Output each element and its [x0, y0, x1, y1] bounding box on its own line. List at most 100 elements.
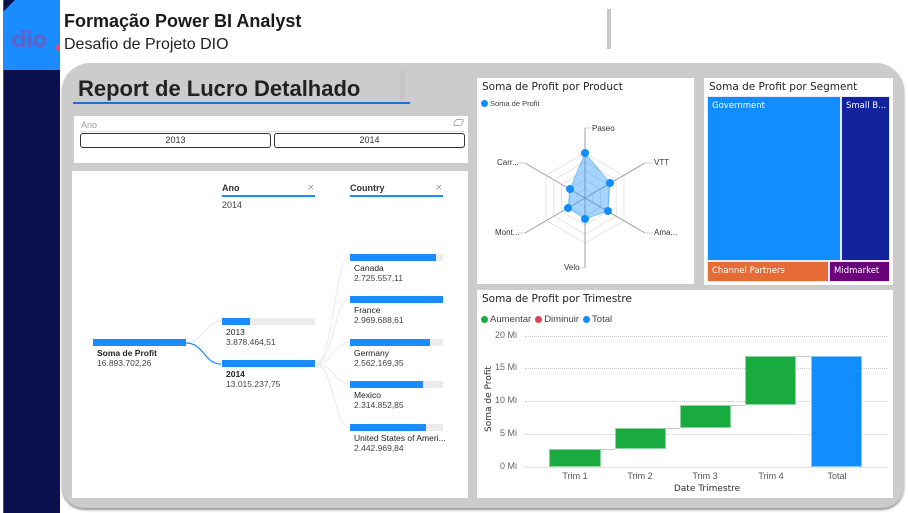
radar-legend: Soma de Profit — [481, 99, 540, 108]
node-value: 2.969.688,61 — [354, 315, 404, 325]
legend-label: Diminuir — [544, 314, 580, 325]
treemap-title: Soma de Profit por Segment — [709, 81, 858, 93]
node-bar — [222, 318, 250, 325]
tree-node-2014[interactable] — [222, 360, 315, 367]
tree-node-france[interactable] — [350, 296, 443, 303]
node-label: 2014 — [226, 369, 245, 379]
gridline — [525, 401, 887, 402]
node-bar — [350, 296, 443, 303]
radar-plot — [517, 127, 653, 269]
logo-text: dio — [11, 28, 47, 53]
legend-label: Total — [592, 314, 613, 325]
y-tick: 0 Mi — [499, 461, 517, 471]
tree-node-2013[interactable] — [222, 318, 315, 325]
year-slicer: Ano 2013 2014 — [74, 116, 468, 163]
connector-line — [601, 449, 615, 450]
level-selected-ano: 2014 — [222, 200, 243, 210]
slicer-divider — [80, 131, 464, 132]
waterfall-bar-trim1[interactable] — [549, 449, 601, 467]
waterfall-bar-trim2[interactable] — [615, 428, 666, 449]
node-label: 2013 — [226, 327, 245, 337]
waterfall-bar-trim4[interactable] — [745, 356, 796, 405]
radar-axis-label: Ama... — [654, 228, 678, 237]
waterfall-title: Soma de Profit por Trimestre — [482, 293, 632, 305]
gridline — [525, 467, 887, 468]
legend-dot-icon — [583, 316, 591, 323]
radar-axis-label: VTT — [654, 158, 670, 167]
clear-selection-icon[interactable] — [452, 119, 465, 126]
y-tick: 20 Mi — [494, 330, 517, 340]
tree-node-united-states[interactable] — [350, 424, 443, 431]
remove-level-country-icon[interactable]: × — [435, 183, 443, 193]
treemap-cell-government[interactable]: Government — [707, 96, 841, 261]
slicer-option-2013[interactable]: 2013 — [80, 133, 271, 148]
radar-axis-label: Paseo — [592, 124, 615, 133]
node-bar — [350, 381, 423, 388]
radar-chart-card[interactable]: Soma de Profit por Product Soma de Profi… — [477, 78, 694, 284]
tree-node-mexico[interactable] — [350, 381, 443, 388]
waterfall-legend: Aumentar Diminuir Total — [481, 314, 616, 325]
y-tick: 10 Mi — [494, 395, 517, 405]
node-bar — [350, 254, 436, 261]
node-value: 13.015.237,75 — [226, 379, 281, 389]
radar-axis-label: Mont... — [495, 228, 520, 237]
radar-chart-title: Soma de Profit por Product — [482, 81, 623, 93]
level-underline-country — [350, 195, 443, 197]
waterfall-chart-card[interactable]: Soma de Profit por Trimestre Aumentar Di… — [477, 290, 893, 498]
gridline — [525, 434, 887, 435]
node-value: 2.725.557,11 — [354, 273, 403, 283]
x-tick: Trim 4 — [758, 471, 784, 481]
root-node-value: 16.893.702,26 — [97, 358, 152, 368]
radar-axis-label: Carr... — [497, 158, 519, 167]
node-value: 2.442.969,84 — [354, 443, 404, 453]
node-value: 2.314.852,85 — [354, 400, 404, 410]
legend-dot-icon — [481, 100, 488, 107]
node-bar — [222, 360, 315, 367]
treemap-cell-small-business[interactable]: Small B... — [841, 96, 890, 261]
legend-item-aumentar[interactable]: Aumentar — [481, 314, 531, 325]
level-header-ano: Ano — [222, 183, 240, 193]
tree-node-canada[interactable] — [350, 254, 443, 261]
legend-label: Aumentar — [490, 314, 532, 325]
treemap-cell-channel-partners[interactable]: Channel Partners — [707, 261, 829, 282]
level-underline-ano — [222, 195, 315, 197]
legend-label: Soma de Profit — [490, 99, 540, 108]
treemap-cell-midmarket[interactable]: Midmarket — [829, 261, 890, 282]
legend-item-total[interactable]: Total — [583, 314, 612, 325]
tree-connectors — [185, 257, 350, 428]
legend-item-diminuir[interactable]: Diminuir — [535, 314, 579, 325]
title-underline — [73, 102, 410, 104]
waterfall-bar-total[interactable] — [811, 356, 862, 467]
legend-dot-icon — [481, 316, 488, 323]
node-bar — [350, 424, 427, 431]
y-tick: 5 Mi — [499, 428, 517, 438]
logo-dot-icon — [56, 44, 60, 51]
connector-line — [731, 405, 745, 406]
treemap-card[interactable]: Soma de Profit por Segment Government Sm… — [704, 78, 893, 285]
sidebar-logo-area: dio — [3, 0, 60, 70]
y-axis-title: Soma de Profit — [484, 366, 494, 432]
x-tick: Trim 2 — [627, 471, 653, 481]
gridline — [525, 336, 887, 337]
root-node[interactable] — [93, 339, 186, 346]
node-value: 3.878.464,51 — [226, 337, 276, 347]
waterfall-bar-trim3[interactable] — [680, 405, 731, 428]
x-tick: Trim 1 — [562, 471, 588, 481]
node-label: United States of Ameri... — [354, 433, 446, 443]
slicer-label: Ano — [81, 120, 98, 130]
tree-node-germany[interactable] — [350, 339, 443, 346]
app-subtitle: Desafio de Projeto DIO — [64, 36, 229, 53]
node-label: Mexico — [354, 390, 381, 400]
slicer-option-2014[interactable]: 2014 — [274, 133, 465, 148]
node-bar — [350, 339, 430, 346]
page-title: Report de Lucro Detalhado — [78, 76, 361, 101]
header-divider — [607, 9, 611, 49]
node-label: Canada — [354, 263, 384, 273]
remove-level-ano-icon[interactable]: × — [307, 183, 315, 193]
y-tick: 15 Mi — [494, 362, 517, 372]
decomposition-tree: Ano × 2014 Country × Soma de Profit 16.8… — [72, 171, 468, 498]
sidebar — [3, 0, 60, 513]
connector-line — [796, 356, 811, 357]
level-header-country: Country — [350, 183, 385, 193]
root-node-label: Soma de Profit — [97, 348, 157, 358]
